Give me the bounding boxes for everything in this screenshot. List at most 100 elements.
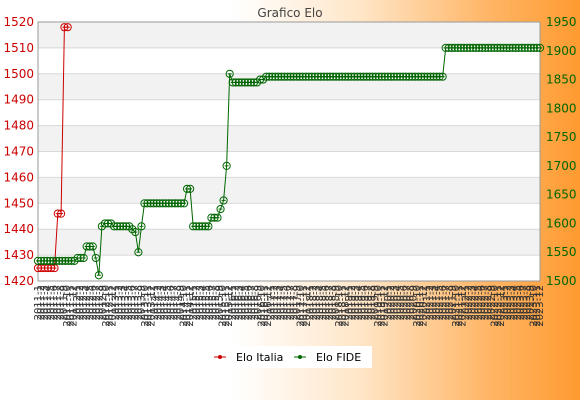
x-tick-label: 2013-8 <box>133 285 144 320</box>
x-tick-label: 2021-9 <box>448 285 459 320</box>
x-tick-label: 2022-1 <box>461 285 472 320</box>
x-tick-label: 2012-7 <box>91 285 102 320</box>
x-tick-label: 2018-10 <box>334 285 345 327</box>
right-tick-label: 1850 <box>546 73 577 87</box>
x-tick-label: 2011-10 <box>62 285 73 327</box>
x-tick-label: 2011-7 <box>52 285 63 320</box>
legend-marker <box>218 355 222 359</box>
data-point <box>438 72 447 81</box>
chart-title: Grafico Elo <box>257 6 322 20</box>
right-tick-label: 1650 <box>546 188 577 202</box>
x-tick-label: 2015-7 <box>208 285 219 320</box>
x-tick-label: 2015-8 <box>211 285 222 320</box>
right-tick-label: 1950 <box>546 15 577 29</box>
x-tick-label: 2023-11 <box>532 285 543 327</box>
x-tick-label: 2023-12 <box>535 285 546 327</box>
plot-band <box>38 47 540 74</box>
x-tick-label: 2018-8 <box>328 285 339 320</box>
x-tick-label: 2023-10 <box>529 285 540 327</box>
x-tick-label: 2019-4 <box>354 285 365 320</box>
data-point <box>88 242 97 251</box>
x-tick-label: 2022-11 <box>493 285 504 327</box>
plot-band <box>38 125 540 152</box>
data-point <box>204 222 213 231</box>
right-axis: 1500 1550 1600 1650 1700 1750 1800 1850 1900 1950 <box>546 15 577 288</box>
plot-band <box>38 73 540 100</box>
x-tick-label: 2019-10 <box>373 285 384 327</box>
x-tick-label: 2019-1 <box>344 285 355 320</box>
x-tick-label: 2016-12 <box>263 285 274 327</box>
x-tick-label: 2022-3 <box>467 285 478 320</box>
x-tick-label: 2016-11 <box>260 285 271 327</box>
x-tick-label: 2013-9 <box>137 285 148 320</box>
x-tick-label: 2015-2 <box>192 285 203 320</box>
x-tick-label: 2016-10 <box>256 285 267 327</box>
x-tick-label: 2019-9 <box>370 285 381 320</box>
legend-marker <box>298 355 302 359</box>
x-tick-label: 2016-8 <box>250 285 261 320</box>
x-tick-label: 2016-5 <box>240 285 251 320</box>
x-tick-label: 2021-12 <box>457 285 468 327</box>
x-tick-label: 2022-8 <box>483 285 494 320</box>
left-tick-label: 1470 <box>3 145 34 159</box>
x-tick-label: 2012-10 <box>101 285 112 327</box>
right-tick-label: 1750 <box>546 130 577 144</box>
legend-item: Elo FIDE <box>294 351 361 364</box>
x-tick-label: 2015-11 <box>221 285 232 327</box>
x-tick-label: 2017-7 <box>286 285 297 320</box>
x-tick-label: 2019-8 <box>367 285 378 320</box>
data-point <box>219 196 228 205</box>
x-tick-label: 2015-12 <box>224 285 235 327</box>
x-tick-label: 2017-9 <box>292 285 303 320</box>
x-tick-label: 2015-5 <box>201 285 212 320</box>
legend-box <box>208 346 372 368</box>
left-tick-label: 1510 <box>3 41 34 55</box>
x-tick-label: 2023-9 <box>525 285 536 320</box>
x-tick-label: 2020-1 <box>383 285 394 320</box>
x-tick-label: 2016-3 <box>234 285 245 320</box>
x-tick-label: 2022-4 <box>470 285 481 320</box>
x-tick-label: 2018-5 <box>318 285 329 320</box>
x-tick-label: 2014-7 <box>169 285 180 320</box>
x-tick-label: 2017-5 <box>279 285 290 320</box>
plot-band <box>38 203 540 230</box>
series-elo-italia <box>33 23 72 273</box>
legend-item: Elo Italia <box>214 351 283 364</box>
x-tick-label: 2016-1 <box>227 285 238 320</box>
x-tick-label: 2017-4 <box>276 285 287 320</box>
x-tick-label: 2019-11 <box>376 285 387 327</box>
data-point <box>125 222 134 231</box>
x-tick-label: 2013-5 <box>124 285 135 320</box>
x-tick-label: 2021-7 <box>441 285 452 320</box>
x-tick-label: 2012-8 <box>95 285 106 320</box>
x-tick-label: 2015-9 <box>214 285 225 320</box>
x-tick-label: 2015-3 <box>195 285 206 320</box>
x-tick-label: 2014-10 <box>179 285 190 327</box>
series-layer <box>33 23 545 280</box>
x-tick-label: 2018-7 <box>324 285 335 320</box>
x-tick-label: 2020-3 <box>389 285 400 320</box>
x-tick-label: 2011-8 <box>56 285 67 320</box>
x-tick-label: 2017-6 <box>282 285 293 320</box>
x-tick-label: 2018-2 <box>308 285 319 320</box>
x-tick-label: 2021-5 <box>435 285 446 320</box>
x-tick-label: 2020-7 <box>402 285 413 320</box>
x-tick-label: 2021-11 <box>454 285 465 327</box>
x-tick-label: 2012-1 <box>72 285 83 320</box>
data-point <box>57 209 66 218</box>
x-tick-label: 2013-4 <box>120 285 131 320</box>
x-tick-label: 2019-2 <box>347 285 358 320</box>
x-tick-label: 2021-10 <box>451 285 462 327</box>
x-tick-label: 2018-3 <box>312 285 323 320</box>
x-tick-label: 2013-12 <box>146 285 157 327</box>
x-tick-label: 2014-3 <box>156 285 167 320</box>
left-tick-label: 1520 <box>3 15 34 29</box>
data-point <box>225 69 234 78</box>
x-tick-label: 2023-2 <box>503 285 514 320</box>
x-tick-label: 2020-5 <box>396 285 407 320</box>
right-tick-label: 1900 <box>546 44 577 58</box>
x-tick-label: 2023-5 <box>512 285 523 320</box>
x-tick-label: 2013-1 <box>111 285 122 320</box>
x-tick-label: 2016-2 <box>231 285 242 320</box>
x-tick-label: 2022-2 <box>464 285 475 320</box>
